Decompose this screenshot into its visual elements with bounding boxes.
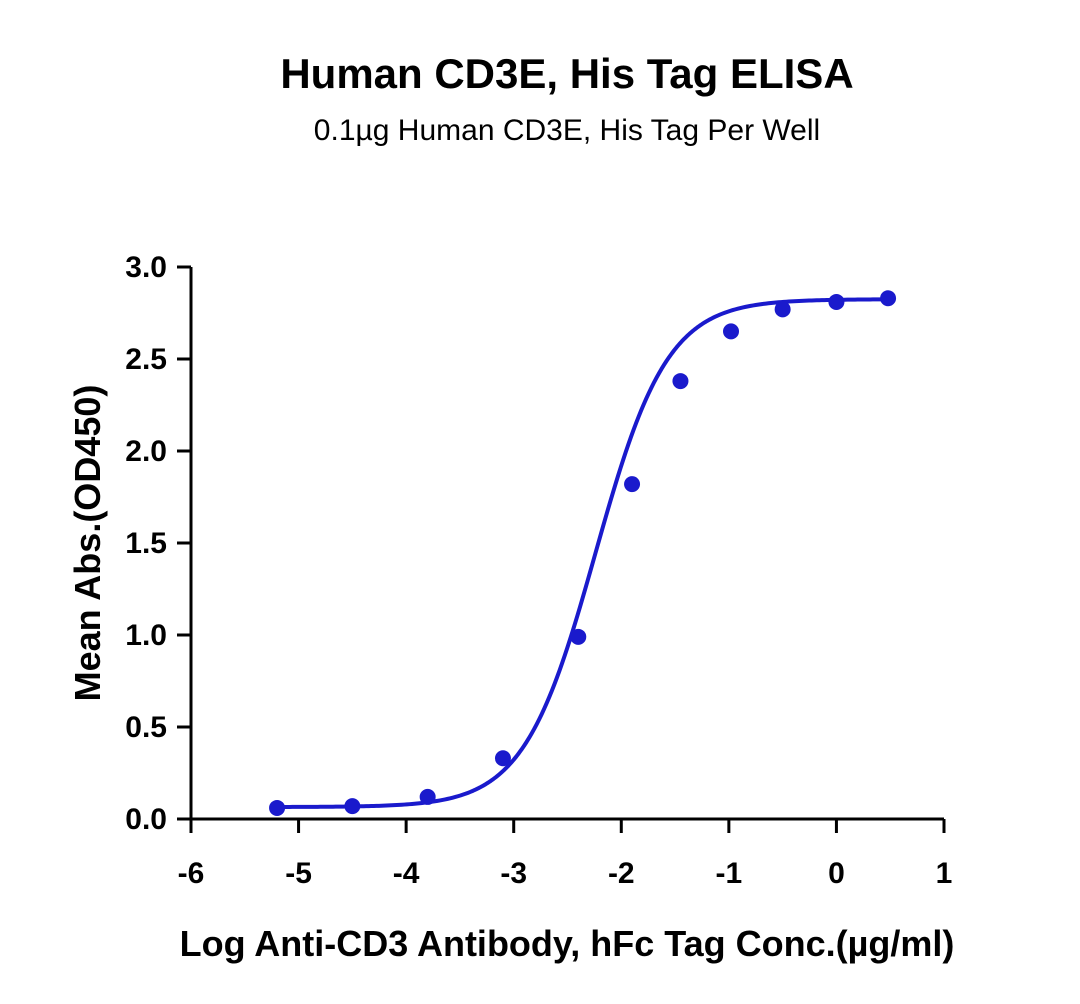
data-point bbox=[828, 293, 845, 310]
y-axis-label: Mean Abs.(OD450) bbox=[67, 385, 108, 702]
data-point bbox=[494, 750, 511, 767]
y-tick-label: 2.0 bbox=[125, 435, 167, 468]
x-tick-label: -2 bbox=[608, 857, 635, 890]
data-point bbox=[723, 323, 740, 340]
y-tick-label: 0.5 bbox=[125, 711, 167, 744]
data-point bbox=[672, 373, 689, 390]
y-tick-label: 1.0 bbox=[125, 619, 167, 652]
x-tick-label: 1 bbox=[936, 857, 953, 890]
data-point bbox=[570, 628, 587, 645]
data-point bbox=[774, 301, 791, 318]
chart-title: Human CD3E, His Tag ELISA bbox=[280, 50, 853, 97]
y-tick-label: 2.5 bbox=[125, 343, 167, 376]
x-tick-label: -3 bbox=[500, 857, 527, 890]
plot-area: -6 -5 -4 -3 -2 -1 0 1 0.0 0.5 1.0 1.5 2.0 2.5 3.0 bbox=[125, 251, 952, 890]
x-tick-label: -4 bbox=[393, 857, 420, 890]
data-point bbox=[419, 788, 436, 805]
x-tick-label: -5 bbox=[285, 857, 312, 890]
y-tick-label: 3.0 bbox=[125, 251, 167, 284]
data-point bbox=[344, 798, 361, 815]
chart-subtitle: 0.1µg Human CD3E, His Tag Per Well bbox=[314, 114, 820, 147]
y-tick-label: 0.0 bbox=[125, 803, 167, 836]
x-tick-label: 0 bbox=[828, 857, 845, 890]
fit-curve bbox=[277, 297, 889, 809]
data-point bbox=[624, 476, 641, 493]
x-tick-label: -1 bbox=[716, 857, 743, 890]
y-tick-label: 1.5 bbox=[125, 527, 167, 560]
x-axis-label: Log Anti-CD3 Antibody, hFc Tag Conc.(µg/… bbox=[180, 923, 955, 964]
data-point bbox=[269, 799, 286, 816]
x-tick-label: -6 bbox=[178, 857, 205, 890]
data-point bbox=[880, 290, 897, 307]
